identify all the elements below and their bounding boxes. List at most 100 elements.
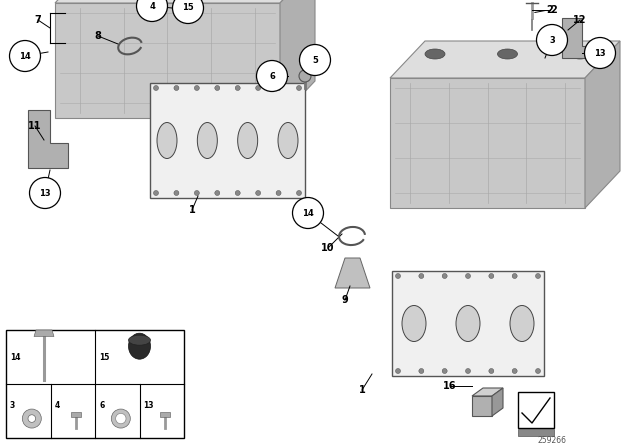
Text: 1: 1: [189, 205, 195, 215]
Ellipse shape: [197, 122, 218, 159]
Ellipse shape: [237, 122, 258, 159]
Ellipse shape: [157, 122, 177, 159]
Circle shape: [419, 273, 424, 279]
Text: 15: 15: [99, 353, 109, 362]
Circle shape: [292, 198, 323, 228]
Text: 11: 11: [28, 121, 42, 131]
Circle shape: [536, 369, 541, 374]
Ellipse shape: [456, 306, 480, 341]
Circle shape: [489, 369, 494, 374]
Text: 4: 4: [54, 401, 60, 410]
Circle shape: [28, 415, 36, 422]
Text: 8: 8: [95, 31, 101, 41]
Circle shape: [154, 190, 159, 195]
Polygon shape: [71, 412, 81, 417]
Polygon shape: [390, 78, 585, 208]
Circle shape: [174, 190, 179, 195]
Ellipse shape: [402, 306, 426, 341]
FancyBboxPatch shape: [518, 392, 554, 428]
Circle shape: [173, 0, 204, 23]
Ellipse shape: [129, 333, 150, 359]
Circle shape: [442, 273, 447, 279]
Text: 1: 1: [358, 385, 365, 395]
Circle shape: [536, 273, 541, 279]
Text: 14: 14: [10, 353, 20, 362]
Ellipse shape: [510, 306, 534, 341]
Circle shape: [512, 273, 517, 279]
Text: 15: 15: [182, 4, 194, 13]
Circle shape: [276, 190, 281, 195]
Polygon shape: [280, 0, 315, 118]
Text: 12: 12: [573, 15, 587, 25]
Circle shape: [10, 40, 40, 72]
Ellipse shape: [278, 122, 298, 159]
Circle shape: [174, 86, 179, 90]
Circle shape: [255, 190, 260, 195]
Text: 4: 4: [149, 1, 155, 10]
Ellipse shape: [129, 335, 150, 345]
Polygon shape: [562, 18, 598, 58]
Circle shape: [465, 273, 470, 279]
Circle shape: [584, 38, 616, 69]
Polygon shape: [492, 388, 503, 416]
Polygon shape: [335, 258, 370, 288]
Circle shape: [136, 0, 168, 22]
Circle shape: [116, 414, 126, 424]
Circle shape: [29, 177, 61, 208]
FancyBboxPatch shape: [392, 271, 544, 376]
Text: 7: 7: [35, 15, 42, 25]
Ellipse shape: [425, 49, 445, 59]
Polygon shape: [55, 3, 280, 118]
Circle shape: [489, 273, 494, 279]
Text: 13: 13: [594, 48, 606, 57]
FancyBboxPatch shape: [150, 83, 305, 198]
Circle shape: [396, 369, 401, 374]
Text: 16: 16: [444, 381, 457, 391]
Text: 13: 13: [143, 401, 154, 410]
Polygon shape: [160, 412, 170, 417]
Text: 3: 3: [549, 35, 555, 44]
Circle shape: [276, 86, 281, 90]
FancyBboxPatch shape: [518, 429, 554, 436]
Text: 2: 2: [550, 5, 557, 15]
Polygon shape: [472, 396, 492, 416]
Circle shape: [255, 86, 260, 90]
Circle shape: [536, 25, 568, 56]
Text: 9: 9: [342, 295, 348, 305]
Circle shape: [299, 70, 311, 82]
Circle shape: [195, 86, 199, 90]
Circle shape: [215, 86, 220, 90]
Circle shape: [296, 190, 301, 195]
Circle shape: [465, 369, 470, 374]
Text: 3: 3: [10, 401, 15, 410]
Circle shape: [111, 409, 131, 428]
Circle shape: [195, 190, 199, 195]
Circle shape: [154, 86, 159, 90]
Polygon shape: [390, 41, 620, 78]
Circle shape: [236, 190, 240, 195]
Polygon shape: [472, 388, 503, 396]
Circle shape: [396, 273, 401, 279]
Text: 14: 14: [302, 208, 314, 217]
Text: 10: 10: [321, 243, 335, 253]
Text: 14: 14: [19, 52, 31, 60]
Circle shape: [257, 60, 287, 91]
Text: 6: 6: [99, 401, 104, 410]
Ellipse shape: [570, 49, 590, 59]
Circle shape: [442, 369, 447, 374]
Polygon shape: [585, 41, 620, 208]
Polygon shape: [55, 0, 315, 3]
Circle shape: [419, 369, 424, 374]
Circle shape: [236, 86, 240, 90]
Polygon shape: [28, 110, 68, 168]
FancyBboxPatch shape: [6, 330, 184, 438]
Text: 6: 6: [269, 72, 275, 81]
Circle shape: [300, 44, 330, 76]
Text: 2: 2: [547, 5, 554, 15]
Circle shape: [512, 369, 517, 374]
Circle shape: [215, 190, 220, 195]
Polygon shape: [34, 330, 54, 336]
Circle shape: [296, 86, 301, 90]
Circle shape: [22, 409, 42, 428]
Ellipse shape: [497, 49, 518, 59]
